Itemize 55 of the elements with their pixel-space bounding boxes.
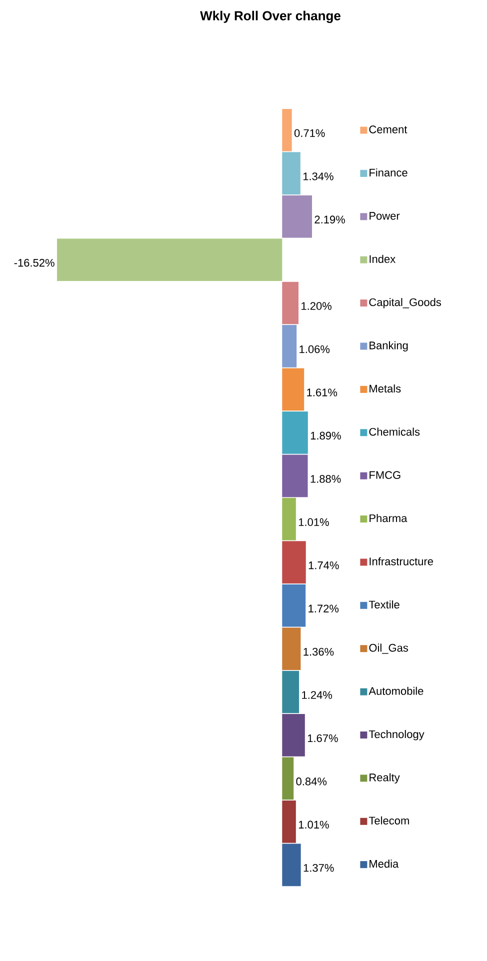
data-label: 1.67%: [308, 734, 338, 742]
bar: [282, 108, 292, 152]
bar: [282, 714, 305, 756]
data-label: -16.52%: [14, 258, 54, 267]
bar: [282, 844, 301, 886]
bar: [282, 670, 300, 714]
legend-label: Banking: [370, 341, 408, 352]
bar: [56, 238, 282, 281]
bar: [282, 325, 297, 368]
data-label: 1.72%: [308, 604, 339, 612]
data-label: 1.06%: [300, 345, 330, 354]
data-label: 1.36%: [304, 648, 334, 656]
legend-label: Infrastructure: [370, 557, 434, 566]
data-label: 1.74%: [308, 561, 339, 570]
bar: [282, 454, 308, 498]
data-label: 1.20%: [302, 302, 332, 310]
legend-label: Media: [370, 860, 399, 868]
legend-label: Realty: [370, 773, 400, 784]
legend-label: Oil_Gas: [369, 644, 408, 654]
bar: [282, 152, 300, 195]
data-label: 1.34%: [303, 172, 334, 180]
bar: [282, 628, 301, 670]
data-label: 1.01%: [298, 820, 329, 829]
legend-label: Chemicals: [369, 428, 420, 436]
legend-label: Capital_Goods: [369, 298, 442, 308]
bar: [282, 368, 304, 411]
legend-label: Automobile: [368, 686, 424, 695]
legend-label: Finance: [370, 168, 408, 177]
data-label: 1.89%: [310, 432, 341, 440]
legend-label: Technology: [368, 730, 424, 740]
data-label: 0.84%: [296, 778, 327, 786]
data-label: 0.71%: [294, 129, 325, 138]
bar: [282, 282, 298, 324]
data-label: 1.88%: [310, 475, 341, 483]
bar: [282, 584, 306, 627]
legend-label: Cement: [369, 126, 408, 134]
legend-label: Pharma: [370, 514, 408, 522]
data-label: 1.61%: [307, 388, 338, 396]
data-label: 1.01%: [298, 518, 329, 526]
text: Wkly Roll Over change: [200, 10, 340, 23]
legend-label: Power: [370, 212, 400, 220]
bar: [282, 541, 306, 584]
legend-label: Metals: [370, 384, 401, 393]
legend-label: Index: [370, 254, 396, 263]
data-label: 1.24%: [302, 691, 332, 699]
legend-label: Textile: [368, 600, 400, 609]
bar: [282, 195, 312, 238]
bar: [282, 757, 294, 800]
bar: [282, 411, 308, 454]
legend-label: FMCG: [370, 471, 400, 479]
data-label: 2.19%: [314, 216, 345, 224]
bar: [282, 498, 296, 540]
data-label: 1.37%: [304, 864, 334, 872]
bar: [282, 800, 296, 843]
legend-label: Telecom: [368, 816, 409, 825]
